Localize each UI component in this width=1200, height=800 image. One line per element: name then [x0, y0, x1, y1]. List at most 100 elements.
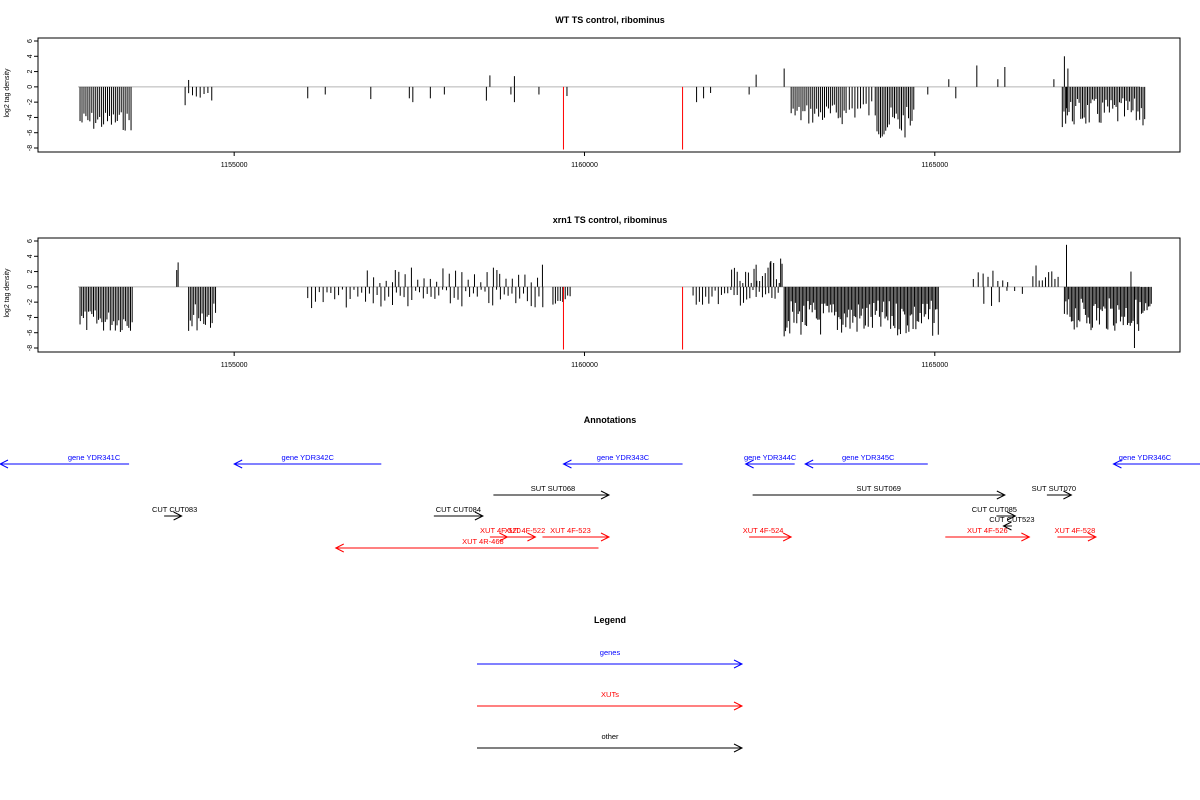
wt-y-tick-label: -4: [27, 114, 34, 120]
other-annotation-label: SUT SUT070: [1032, 484, 1076, 493]
annotations-title: Annotations: [584, 415, 637, 425]
xrn1-x-tick-label: 1160000: [571, 362, 598, 369]
xut-annotation-label: XUT 4F-522: [505, 526, 546, 535]
xrn1-plot-frame: [37, 237, 1181, 353]
other-annotation-label: SUT SUT069: [857, 484, 901, 493]
gene-annotation-label: gene YDR342C: [282, 453, 335, 462]
xrn1-y-tick-label: -8: [27, 345, 34, 351]
legend-xut-head: [733, 701, 744, 711]
other-annotation-label: CUT CUT085: [972, 505, 1017, 514]
xrn1-x-tick-label: 1155000: [221, 362, 248, 369]
wt-plot-area: -8 -6 -4 -2 0 2 4 6 1155000 1160000 1165000: [27, 37, 1181, 169]
gene-annotation-head: [1112, 459, 1122, 469]
wt-x-tick-label: 1165000: [921, 162, 948, 169]
wt-y-axis-label: log2 tag density: [4, 68, 11, 118]
xut-annotation-label: XUT 4F-524: [743, 526, 784, 535]
xrn1-y-tick-label: 6: [27, 239, 34, 243]
xut-annotation: XUT 4R-468: [334, 537, 599, 553]
xut-annotation-head: [600, 532, 611, 542]
other-annotation-head: [996, 490, 1006, 500]
legend-panel: Legend genes XUTs other: [477, 615, 744, 753]
xrn1-y-tick-label: -4: [27, 314, 34, 320]
gene-annotation: gene YDR341C: [0, 453, 130, 469]
annotation-items: gene YDR341C gene YDR342C gene YDR343C gene…: [0, 453, 1200, 553]
legend-xut-label: XUTs: [601, 690, 619, 699]
gene-annotation-head: [0, 459, 9, 469]
gene-annotation: gene YDR346C: [1112, 453, 1200, 469]
xut-annotation: XUT 4F-528: [1055, 526, 1098, 542]
other-annotation: CUT CUT523: [989, 515, 1035, 531]
wt-x-tick-label: 1160000: [571, 162, 598, 169]
gene-annotation-head: [744, 459, 754, 469]
legend-title: Legend: [594, 615, 626, 625]
wt-y-tick-label: 0: [27, 85, 34, 89]
other-annotation: CUT CUT084: [433, 505, 485, 521]
gene-annotation-head: [562, 459, 572, 469]
other-annotation-label: SUT SUT068: [531, 484, 575, 493]
xrn1-y-tick-label: 0: [27, 285, 34, 289]
wt-track-panel: WT TS control, ribominus log2 tag densit…: [4, 15, 1181, 169]
gene-annotation-label: gene YDR343C: [597, 453, 650, 462]
wt-y-tick-label: -8: [27, 145, 34, 151]
other-annotation-head: [1007, 511, 1017, 521]
xut-annotation: XUT 4F-524: [743, 526, 793, 542]
gene-annotation-label: gene YDR344C: [744, 453, 797, 462]
other-annotation-head: [600, 490, 611, 500]
legend-other-entry: other: [477, 732, 744, 753]
xut-annotation-head: [334, 543, 344, 553]
xut-annotation-label: XUT 4F-526: [967, 526, 1008, 535]
annotations-panel: Annotations gene YDR341C gene YDR342C gene…: [0, 415, 1200, 553]
wt-y-tick-label: 2: [27, 70, 34, 74]
gene-annotation-label: gene YDR346C: [1119, 453, 1172, 462]
other-annotation: SUT SUT070: [1032, 484, 1076, 500]
legend-gene-head: [733, 659, 744, 669]
wt-y-tick-label: -2: [27, 99, 34, 105]
other-annotation-head: [1063, 490, 1073, 500]
xrn1-y-axis-label: log2 tag density: [4, 268, 11, 318]
xut-annotation: XUT 4F-523: [542, 526, 611, 542]
xrn1-y-tick-label: 4: [27, 254, 34, 258]
xut-annotation-head: [1087, 532, 1098, 542]
gene-annotation: gene YDR343C: [562, 453, 683, 469]
other-annotation-label: CUT CUT084: [436, 505, 481, 514]
xrn1-y-tick-label: -6: [27, 330, 34, 336]
legend-gene-label: genes: [600, 648, 621, 657]
xrn1-x-tick-label: 1165000: [921, 362, 948, 369]
other-annotation: CUT CUT085: [972, 505, 1017, 521]
xut-annotation-label: XUT 4F-523: [550, 526, 591, 535]
gene-annotation-head: [233, 459, 243, 469]
xut-annotation-head: [527, 532, 537, 542]
other-annotation: CUT CUT083: [152, 505, 197, 521]
other-annotation-head: [173, 511, 183, 521]
xut-annotation-label: XUT 4F-528: [1055, 526, 1096, 535]
other-annotation: SUT SUT069: [752, 484, 1006, 500]
wt-y-tick-label: -6: [27, 130, 34, 136]
other-annotation-head: [474, 511, 485, 521]
wt-panel-title: WT TS control, ribominus: [555, 15, 665, 25]
wt-x-tick-label: 1155000: [221, 162, 248, 169]
other-annotation-head: [1002, 521, 1012, 531]
other-annotation-label: CUT CUT083: [152, 505, 197, 514]
gene-annotation-label: gene YDR341C: [68, 453, 121, 462]
xrn1-y-tick-label: 2: [27, 270, 34, 274]
xut-annotation: XUT 4F-526: [945, 526, 1031, 542]
wt-y-tick-label: 4: [27, 54, 34, 58]
xrn1-y-tick-label: -2: [27, 299, 34, 305]
xut-annotation-label: XUT 4R-468: [462, 537, 504, 546]
other-annotation: SUT SUT068: [493, 484, 611, 500]
gene-annotation-head: [804, 459, 814, 469]
legend-items: genes XUTs other: [477, 648, 744, 753]
wt-y-tick-label: 6: [27, 39, 34, 43]
gene-annotation: gene YDR344C: [744, 453, 797, 469]
xut-annotation: XUT 4F-522: [505, 526, 546, 542]
xut-annotation-head: [782, 532, 793, 542]
xrn1-panel-title: xrn1 TS control, ribominus: [553, 215, 668, 225]
legend-gene-entry: genes: [477, 648, 744, 669]
legend-xut-entry: XUTs: [477, 690, 744, 711]
legend-other-head: [733, 743, 744, 753]
xut-annotation-label: XUT 4F-520: [480, 526, 521, 535]
legend-other-label: other: [601, 732, 619, 741]
gene-annotation-label: gene YDR345C: [842, 453, 895, 462]
